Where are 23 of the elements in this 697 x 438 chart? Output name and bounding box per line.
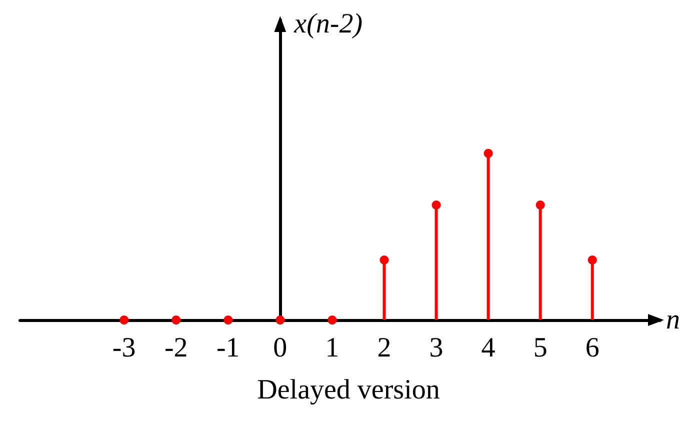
x-tick-label: 6 — [585, 332, 600, 364]
point — [120, 316, 129, 324]
x-tick-label: -3 — [112, 332, 136, 364]
point — [328, 316, 337, 324]
point — [380, 256, 389, 264]
x-axis-title: n — [666, 304, 680, 336]
x-tick-label: -2 — [164, 332, 188, 364]
point — [588, 256, 597, 264]
x-tick-label: -1 — [216, 332, 240, 364]
point — [432, 200, 441, 210]
point — [484, 148, 493, 158]
point — [536, 200, 545, 210]
x-tick-label: 0 — [273, 332, 288, 364]
x-tick-label: 3 — [429, 332, 444, 364]
x-tick-label: 5 — [533, 332, 548, 364]
x-tick-label: 4 — [481, 332, 496, 364]
point — [224, 316, 233, 324]
point — [172, 316, 181, 324]
text: Delayed version — [257, 374, 440, 406]
x-tick-label: 2 — [377, 332, 392, 364]
y-axis-title: x(n-2) — [293, 8, 363, 40]
x-tick-label: 1 — [325, 332, 340, 364]
point — [276, 316, 285, 324]
